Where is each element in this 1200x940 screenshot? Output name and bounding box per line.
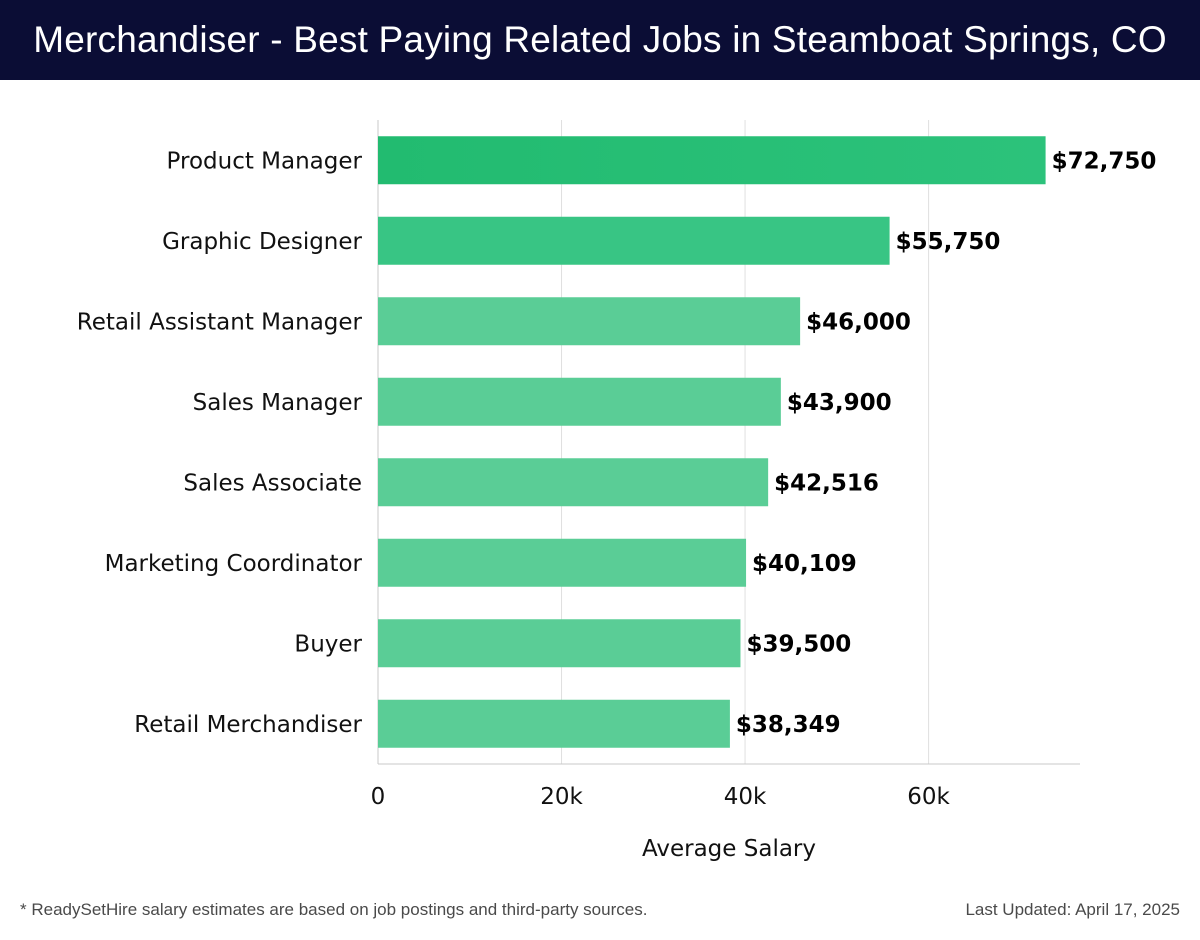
- x-tick-label-3: 60k: [907, 784, 950, 810]
- bar-2: [378, 297, 801, 346]
- bar-3: [378, 377, 781, 426]
- labels-layer: Product Manager $72,750 Graphic Designer $5…: [77, 148, 1157, 738]
- title-bar: Merchandiser - Best Paying Related Jobs …: [0, 0, 1200, 80]
- grid-layer: [377, 120, 930, 764]
- value-label-7: $38,349: [736, 712, 841, 738]
- chart-title: Merchandiser - Best Paying Related Jobs …: [33, 19, 1167, 60]
- footnote: * ReadySetHire salary estimates are base…: [20, 900, 648, 919]
- category-label-7: Retail Merchandiser: [134, 712, 362, 738]
- category-label-4: Sales Associate: [183, 470, 362, 496]
- bar-0: [378, 136, 1046, 185]
- category-label-3: Sales Manager: [193, 390, 363, 416]
- category-label-2: Retail Assistant Manager: [77, 309, 363, 335]
- value-label-6: $39,500: [746, 631, 851, 657]
- x-tick-label-2: 40k: [724, 784, 767, 810]
- bar-1: [378, 216, 890, 265]
- category-label-1: Graphic Designer: [162, 229, 362, 255]
- bar-6: [378, 619, 741, 668]
- category-label-0: Product Manager: [167, 148, 363, 174]
- bars-layer: [378, 136, 1046, 748]
- last-updated: Last Updated: April 17, 2025: [965, 900, 1180, 919]
- value-label-2: $46,000: [806, 309, 911, 335]
- bar-7: [378, 699, 730, 748]
- value-label-5: $40,109: [752, 551, 857, 577]
- x-axis-title: Average Salary: [642, 836, 816, 862]
- bar-4: [378, 458, 769, 507]
- value-label-3: $43,900: [787, 390, 892, 416]
- value-label-0: $72,750: [1052, 148, 1157, 174]
- value-label-1: $55,750: [896, 229, 1001, 255]
- x-tick-label-1: 20k: [540, 784, 583, 810]
- value-label-4: $42,516: [774, 470, 879, 496]
- axis-layer: 0 20k 40k 60k Average Salary: [371, 763, 1080, 862]
- bar-chart: Product Manager $72,750 Graphic Designer $5…: [77, 120, 1157, 862]
- category-label-6: Buyer: [294, 631, 362, 657]
- bar-5: [378, 538, 747, 587]
- category-label-5: Marketing Coordinator: [105, 551, 363, 577]
- x-tick-label-0: 0: [371, 784, 386, 810]
